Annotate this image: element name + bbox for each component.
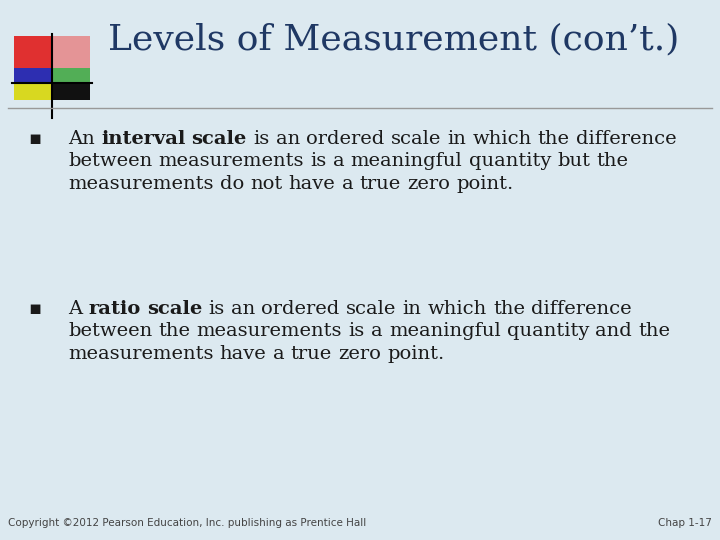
Text: Chap 1-17: Chap 1-17 — [658, 518, 712, 528]
Text: have: have — [220, 345, 266, 363]
Text: and: and — [595, 322, 632, 341]
Text: between: between — [68, 322, 152, 341]
Text: between: between — [68, 152, 152, 171]
Text: true: true — [291, 345, 332, 363]
Text: measurements: measurements — [197, 322, 342, 341]
Text: is: is — [253, 130, 269, 148]
Text: meaningful: meaningful — [351, 152, 462, 171]
Text: not: not — [251, 175, 282, 193]
Text: the: the — [538, 130, 570, 148]
Text: quantity: quantity — [469, 152, 551, 171]
Text: ordered: ordered — [306, 130, 384, 148]
Text: ▪: ▪ — [28, 300, 41, 318]
Text: measurements: measurements — [68, 175, 214, 193]
Text: the: the — [493, 300, 525, 318]
Text: quantity: quantity — [507, 322, 589, 341]
Text: is: is — [348, 322, 365, 341]
Text: Copyright ©2012 Pearson Education, Inc. publishing as Prentice Hall: Copyright ©2012 Pearson Education, Inc. … — [8, 518, 366, 528]
Text: interval: interval — [101, 130, 185, 148]
Text: but: but — [557, 152, 590, 171]
Text: the: the — [596, 152, 629, 171]
Text: difference: difference — [576, 130, 677, 148]
Bar — [14, 36, 52, 68]
Text: a: a — [342, 175, 354, 193]
Text: an: an — [276, 130, 300, 148]
Text: a: a — [273, 345, 284, 363]
Text: meaningful: meaningful — [389, 322, 500, 341]
Text: in: in — [447, 130, 466, 148]
Text: which: which — [472, 130, 531, 148]
Text: the: the — [158, 322, 191, 341]
Text: an: an — [231, 300, 255, 318]
Text: scale: scale — [192, 130, 247, 148]
Bar — [52, 36, 90, 68]
Text: point.: point. — [387, 345, 444, 363]
Bar — [52, 68, 90, 100]
Text: true: true — [359, 175, 401, 193]
Text: ordered: ordered — [261, 300, 340, 318]
Text: ▪: ▪ — [28, 130, 41, 148]
Text: scale: scale — [147, 300, 202, 318]
Text: point.: point. — [456, 175, 513, 193]
Text: do: do — [220, 175, 244, 193]
Text: in: in — [402, 300, 421, 318]
Text: difference: difference — [531, 300, 632, 318]
Text: Levels of Measurement (con’t.): Levels of Measurement (con’t.) — [108, 22, 680, 56]
Text: is: is — [310, 152, 326, 171]
Text: An: An — [68, 130, 95, 148]
Text: a: a — [333, 152, 344, 171]
Bar — [14, 84, 52, 100]
Text: zero: zero — [338, 345, 381, 363]
Bar — [14, 68, 52, 100]
Text: ratio: ratio — [89, 300, 140, 318]
Text: the: the — [639, 322, 670, 341]
Text: scale: scale — [346, 300, 396, 318]
Text: scale: scale — [391, 130, 441, 148]
Text: which: which — [428, 300, 487, 318]
Text: a: a — [371, 322, 382, 341]
Text: A: A — [68, 300, 82, 318]
Text: have: have — [289, 175, 336, 193]
Text: zero: zero — [407, 175, 450, 193]
Text: is: is — [208, 300, 225, 318]
Bar — [52, 84, 90, 100]
Text: measurements: measurements — [158, 152, 304, 171]
Text: measurements: measurements — [68, 345, 214, 363]
